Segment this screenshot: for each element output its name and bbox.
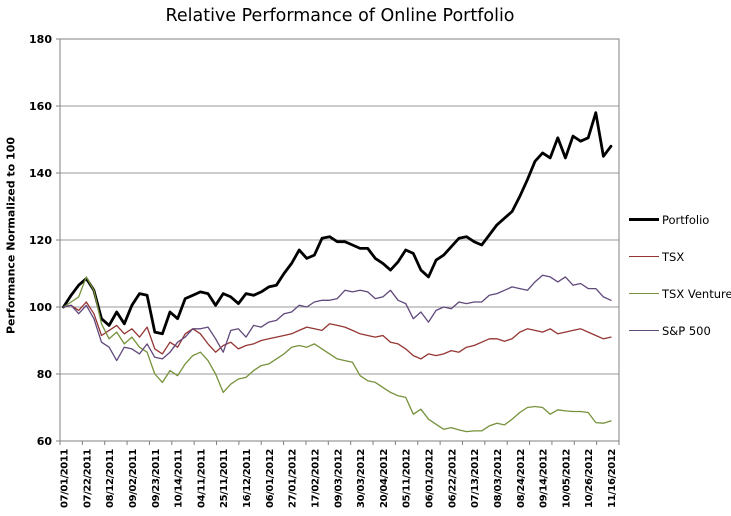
series-line-s-p-500	[62, 274, 612, 362]
y-tick-label: 180	[29, 33, 52, 46]
legend-item-portfolio: Portfolio	[629, 201, 731, 238]
x-tick-label: 09/03/2012	[333, 449, 344, 508]
legend-label-portfolio: Portfolio	[662, 212, 710, 227]
x-tick-label: 04/11/2011	[196, 449, 207, 508]
x-tick-label: 06/22/2012	[447, 449, 458, 508]
legend-item-tsx: TSX	[629, 238, 731, 275]
x-tick-label: 07/22/2011	[82, 449, 93, 508]
legend-item-s-p-500: S&P 500	[629, 312, 731, 349]
y-tick-label: 140	[29, 167, 52, 180]
series-line-portfolio	[62, 111, 613, 336]
legend-label-tsx-venture: TSX Venture	[662, 286, 731, 301]
series-line-tsx	[62, 301, 612, 360]
x-tick-label: 10/05/2012	[561, 449, 572, 508]
x-tick-label: 27/01/2012	[288, 449, 299, 508]
legend-label-tsx: TSX	[662, 249, 685, 264]
legend: Portfolio TSX TSX Venture S&P 500	[629, 201, 731, 349]
x-tick-label: 09/23/2011	[151, 449, 162, 508]
y-tick-label: 100	[29, 301, 52, 314]
x-tick-label: 10/14/2011	[174, 449, 185, 508]
x-tick-label: 25/11/2011	[219, 449, 230, 508]
x-tick-label: 09/02/2011	[128, 449, 139, 508]
y-tick-label: 60	[37, 435, 53, 448]
x-tick-label: 06/01/2012	[265, 449, 276, 508]
x-tick-label: 30/03/2012	[356, 449, 367, 508]
legend-swatch-s-p-500	[629, 329, 659, 332]
legend-swatch-tsx-venture	[629, 292, 659, 295]
legend-label-s-p-500: S&P 500	[662, 323, 711, 338]
x-tick-label: 08/24/2012	[516, 449, 527, 508]
x-tick-label: 20/04/2012	[379, 449, 390, 508]
x-tick-label: 07/01/2011	[60, 449, 71, 508]
x-tick-label: 17/02/2012	[310, 449, 321, 508]
x-tick-label: 16/12/2011	[242, 449, 253, 508]
series-line-tsx-venture	[62, 276, 612, 433]
y-tick-label: 120	[29, 234, 52, 247]
x-tick-label: 09/14/2012	[539, 449, 550, 508]
x-tick-label: 06/01/2012	[425, 449, 436, 508]
legend-swatch-portfolio	[629, 218, 659, 221]
legend-item-tsx-venture: TSX Venture	[629, 275, 731, 312]
x-tick-label: 05/11/2012	[402, 449, 413, 508]
legend-swatch-tsx	[629, 255, 659, 258]
x-tick-label: 10/26/2012	[584, 449, 595, 508]
y-tick-label: 80	[37, 368, 53, 381]
x-tick-label: 11/16/2012	[607, 449, 618, 508]
chart-title: Relative Performance of Online Portfolio	[165, 6, 515, 26]
x-tick-label: 08/12/2011	[105, 449, 116, 508]
y-tick-label: 160	[29, 100, 52, 113]
x-tick-label: 08/03/2012	[493, 449, 504, 508]
x-tick-label: 07/13/2012	[470, 449, 481, 508]
